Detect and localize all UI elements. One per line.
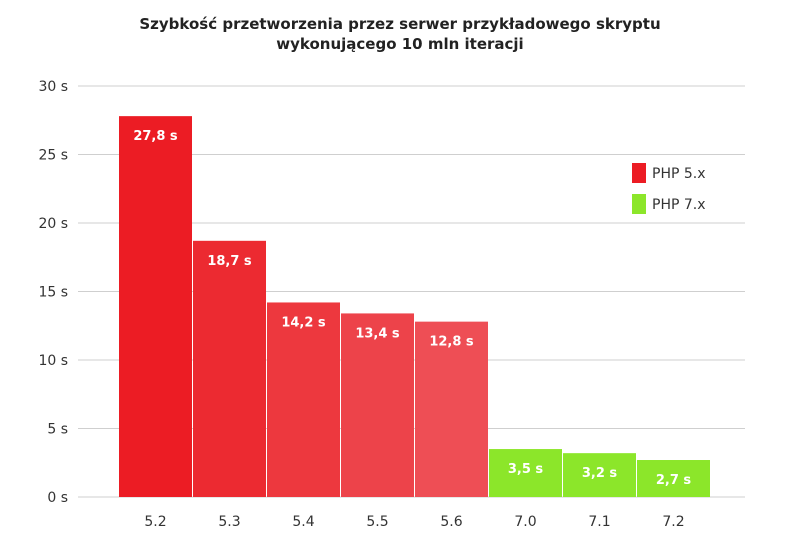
x-tick-label: 7.0 bbox=[514, 514, 536, 530]
x-tick-label: 5.4 bbox=[292, 514, 314, 530]
bar-value-label: 13,4 s bbox=[355, 326, 400, 341]
x-tick-label: 5.2 bbox=[144, 514, 166, 530]
legend: PHP 5.x PHP 7.x bbox=[632, 163, 706, 214]
y-tick-label: 25 s bbox=[38, 148, 68, 164]
legend-swatch bbox=[632, 194, 646, 214]
x-tick-label: 5.5 bbox=[366, 514, 388, 530]
x-tick-label: 5.6 bbox=[440, 514, 462, 530]
x-axis: 5.2 5.3 5.4 5.5 5.6 7.0 7.1 7.2 bbox=[144, 514, 684, 530]
bar-5.5 bbox=[341, 313, 414, 497]
bars: 27,8 s 18,7 s 14,2 s 13,4 s 12,8 s 3,5 s 3,2 s… bbox=[119, 116, 710, 497]
legend-label: PHP 5.x bbox=[652, 166, 706, 182]
bar-5.6 bbox=[415, 321, 488, 497]
bar-value-label: 18,7 s bbox=[207, 254, 252, 269]
bar-value-label: 27,8 s bbox=[133, 129, 178, 144]
x-tick-label: 7.1 bbox=[588, 514, 610, 530]
bar-5.4 bbox=[267, 302, 340, 497]
y-tick-label: 15 s bbox=[38, 285, 68, 301]
legend-label: PHP 7.x bbox=[652, 197, 706, 213]
bar-value-label: 12,8 s bbox=[429, 335, 474, 350]
y-tick-label: 20 s bbox=[38, 216, 68, 232]
x-tick-label: 5.3 bbox=[218, 514, 240, 530]
chart-title: Szybkość przetworzenia przez serwer przy… bbox=[0, 14, 800, 54]
bar-5.2 bbox=[119, 116, 192, 497]
bar-7.1 bbox=[563, 453, 636, 497]
legend-swatch bbox=[632, 163, 646, 183]
x-tick-label: 7.2 bbox=[662, 514, 684, 530]
y-tick-label: 30 s bbox=[38, 79, 68, 95]
y-tick-label: 0 s bbox=[47, 490, 68, 506]
y-tick-label: 5 s bbox=[47, 422, 68, 438]
bar-value-label: 3,2 s bbox=[582, 466, 618, 481]
chart-title-line-2: wykonującego 10 mln iteracji bbox=[276, 35, 524, 53]
bar-value-label: 2,7 s bbox=[656, 473, 692, 488]
bar-7.0 bbox=[489, 449, 562, 497]
y-axis: 0 s 5 s 10 s 15 s 20 s 25 s 30 s bbox=[38, 79, 68, 506]
y-tick-label: 10 s bbox=[38, 353, 68, 369]
chart-title-line-1: Szybkość przetworzenia przez serwer przy… bbox=[139, 15, 661, 33]
bar-7.2 bbox=[637, 460, 710, 497]
bar-value-label: 14,2 s bbox=[281, 315, 326, 330]
bar-value-label: 3,5 s bbox=[508, 462, 544, 477]
bar-5.3 bbox=[193, 240, 266, 497]
